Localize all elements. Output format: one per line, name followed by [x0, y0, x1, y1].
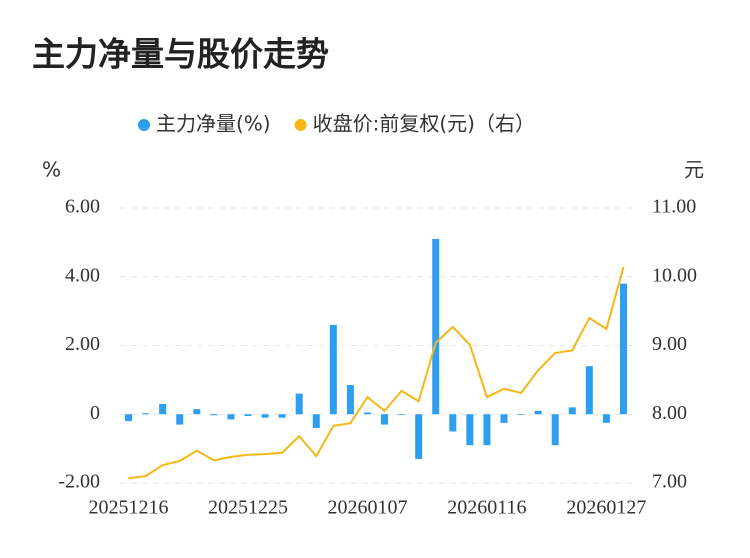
- y2-tick-label: 11.00: [652, 196, 696, 218]
- bar: [193, 409, 201, 415]
- bar: [159, 403, 167, 415]
- x-tick-label: 20260116: [447, 497, 526, 519]
- bar: [398, 414, 406, 415]
- bar: [329, 324, 337, 415]
- bar: [483, 414, 491, 446]
- y-tick-label: 4.00: [65, 264, 100, 286]
- x-tick-label: 20260127: [566, 497, 646, 519]
- bar: [415, 414, 423, 459]
- bar: [500, 414, 508, 423]
- y2-tick-label: 9.00: [652, 333, 687, 355]
- y-unit: %: [42, 158, 61, 182]
- bar: [432, 238, 440, 415]
- y-tick-label: 6.00: [65, 196, 100, 218]
- bar: [517, 414, 525, 415]
- chart-title: 主力净量与股价走势: [32, 35, 329, 74]
- bar: [210, 414, 218, 416]
- bar: [449, 414, 457, 432]
- bar: [381, 414, 389, 425]
- bar: [295, 393, 303, 415]
- y2-unit: 元: [684, 158, 704, 182]
- x-tick-label: 20251225: [208, 497, 288, 519]
- y2-tick-label: 7.00: [652, 471, 687, 493]
- bar: [312, 414, 320, 428]
- bar: [142, 413, 150, 415]
- bar: [585, 366, 593, 415]
- bar: [227, 414, 235, 420]
- y-tick-label: 2.00: [65, 333, 100, 355]
- bar: [602, 414, 610, 423]
- bar: [551, 414, 559, 446]
- y-tick-label: 0: [90, 402, 100, 424]
- legend-label: 主力净量(%): [156, 112, 271, 136]
- x-tick-label: 20260107: [327, 497, 407, 519]
- bar: [244, 414, 252, 416]
- bar: [363, 412, 371, 415]
- bar: [346, 385, 354, 415]
- legend-marker: [294, 119, 307, 131]
- y2-tick-label: 8.00: [652, 402, 687, 424]
- price-line: [128, 266, 625, 480]
- x-tick-label: 20251216: [89, 497, 169, 519]
- bar: [534, 410, 542, 415]
- bar: [619, 283, 627, 415]
- bar: [261, 414, 269, 418]
- bar: [568, 407, 576, 415]
- bar: [278, 414, 286, 418]
- legend-marker: [138, 119, 150, 131]
- bar: [125, 414, 133, 422]
- y2-tick-label: 10.00: [652, 264, 697, 286]
- bar: [176, 414, 184, 425]
- bar: [466, 414, 474, 446]
- legend-label: 收盘价:前复权(元)（右）: [313, 112, 535, 136]
- y-tick-label: -2.00: [58, 471, 100, 493]
